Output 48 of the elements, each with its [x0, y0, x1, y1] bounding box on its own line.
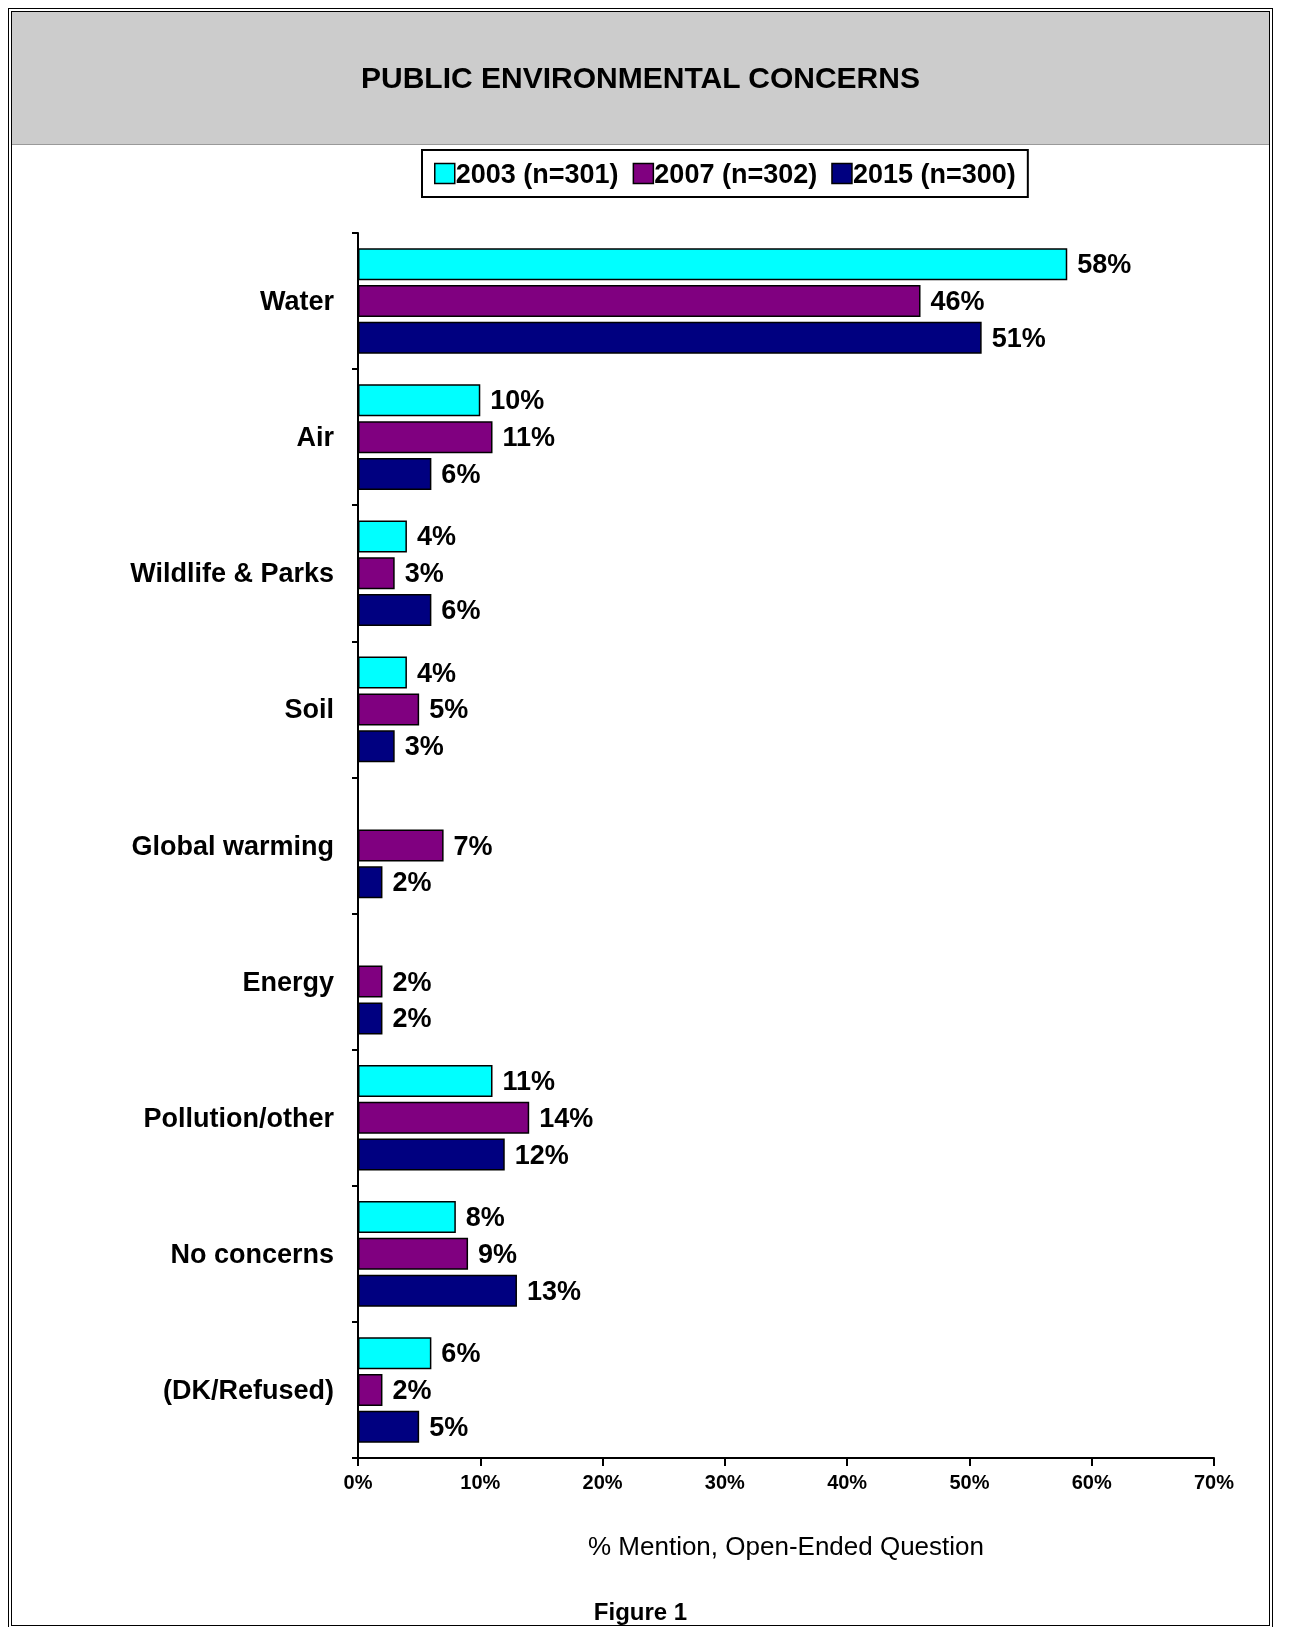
x-tick-label: 10%	[460, 1471, 501, 1493]
data-label: 8%	[465, 1202, 505, 1233]
caption: Figure 1	[593, 1597, 688, 1625]
data-label: 5%	[429, 1411, 469, 1442]
y-tick-label: Wildlife & Parks	[130, 558, 334, 589]
data-label: 4%	[416, 657, 456, 688]
data-label: 11%	[502, 422, 556, 453]
legend-label: 2015 (n=300)	[852, 158, 1016, 189]
x-tick-label: 60%	[1071, 1471, 1112, 1493]
legend-label: 2007 (n=302)	[654, 158, 818, 189]
x-tick-label: 70%	[1193, 1471, 1235, 1493]
x-tick-label: 50%	[949, 1471, 990, 1493]
y-tick-label: Water	[259, 286, 335, 317]
y-tick-label: No concerns	[170, 1238, 334, 1269]
data-label: 13%	[526, 1275, 582, 1306]
data-label: 12%	[514, 1139, 569, 1170]
x-tick-label: 30%	[704, 1471, 746, 1493]
y-tick-label: Energy	[242, 966, 334, 997]
data-label: 6%	[441, 1338, 481, 1369]
y-tick-label: (DK/Refused)	[162, 1374, 334, 1405]
x-tick-label: 0%	[343, 1471, 373, 1493]
data-label: 14%	[539, 1102, 594, 1133]
data-label: 9%	[478, 1238, 518, 1269]
data-label: 58%	[1077, 249, 1132, 280]
data-label: 3%	[404, 731, 444, 762]
data-label: 6%	[441, 458, 481, 489]
x-axis-title: % Mention, Open-Ended Question	[587, 1531, 985, 1561]
data-label: 51%	[991, 322, 1046, 353]
x-tick-label: 40%	[827, 1471, 868, 1493]
data-label: 2%	[392, 1374, 432, 1405]
chart-title: PUBLIC ENVIRONMENTAL CONCERNS	[361, 61, 920, 95]
data-label: 2%	[392, 966, 432, 997]
data-label: 7%	[453, 830, 493, 861]
data-label: 4%	[416, 521, 456, 552]
y-tick-label: Air	[296, 422, 335, 453]
y-tick-label: Global warming	[131, 830, 334, 861]
data-label: 2%	[392, 1003, 432, 1034]
data-label: 11%	[502, 1065, 556, 1096]
data-label: 46%	[930, 286, 985, 317]
data-label: 3%	[404, 558, 444, 589]
y-tick-label: Soil	[284, 694, 334, 725]
data-label: 2%	[392, 867, 432, 898]
x-tick-label: 20%	[582, 1471, 623, 1493]
data-label: 6%	[441, 595, 481, 626]
legend-label: 2003 (n=301)	[455, 158, 619, 189]
data-label: 5%	[429, 694, 469, 725]
y-tick-label: Pollution/other	[143, 1102, 335, 1133]
data-label: 10%	[490, 385, 545, 416]
